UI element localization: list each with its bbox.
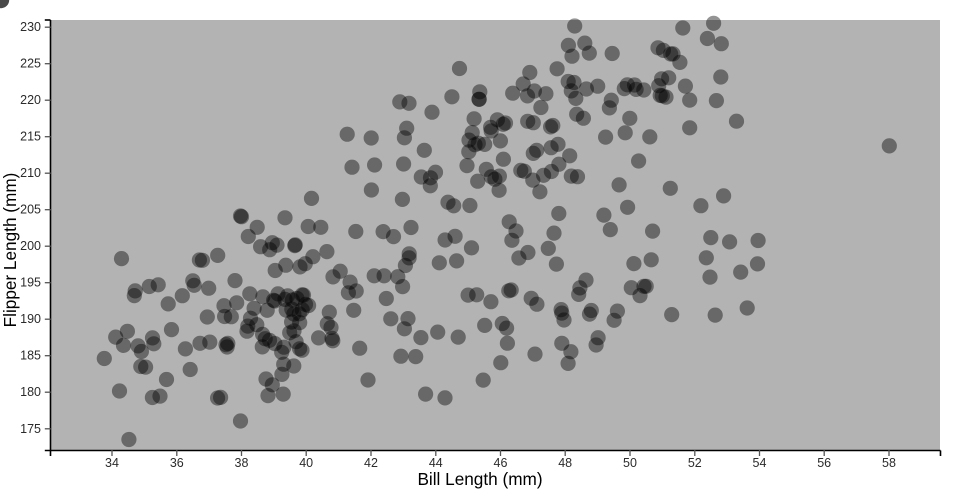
svg-text:Flipper Length (mm): Flipper Length (mm) bbox=[0, 173, 20, 328]
svg-text:44: 44 bbox=[429, 456, 443, 470]
svg-text:48: 48 bbox=[558, 456, 572, 470]
svg-text:210: 210 bbox=[20, 166, 41, 180]
svg-text:56: 56 bbox=[817, 456, 831, 470]
svg-text:40: 40 bbox=[299, 456, 313, 470]
svg-text:195: 195 bbox=[20, 276, 41, 290]
svg-text:36: 36 bbox=[170, 456, 184, 470]
svg-text:205: 205 bbox=[20, 203, 41, 217]
svg-text:46: 46 bbox=[494, 456, 508, 470]
svg-text:Bill Length (mm): Bill Length (mm) bbox=[417, 469, 542, 489]
svg-text:220: 220 bbox=[20, 93, 41, 107]
svg-text:175: 175 bbox=[20, 422, 41, 436]
svg-text:50: 50 bbox=[623, 456, 637, 470]
svg-text:190: 190 bbox=[20, 312, 41, 326]
svg-text:215: 215 bbox=[20, 130, 41, 144]
svg-text:185: 185 bbox=[20, 349, 41, 363]
svg-text:58: 58 bbox=[882, 456, 896, 470]
svg-text:38: 38 bbox=[235, 456, 249, 470]
svg-text:180: 180 bbox=[20, 385, 41, 399]
svg-text:52: 52 bbox=[688, 456, 702, 470]
svg-text:230: 230 bbox=[20, 20, 41, 34]
svg-text:42: 42 bbox=[364, 456, 378, 470]
svg-text:200: 200 bbox=[20, 239, 41, 253]
svg-text:54: 54 bbox=[753, 456, 767, 470]
svg-text:225: 225 bbox=[20, 57, 41, 71]
svg-text:34: 34 bbox=[105, 456, 119, 470]
